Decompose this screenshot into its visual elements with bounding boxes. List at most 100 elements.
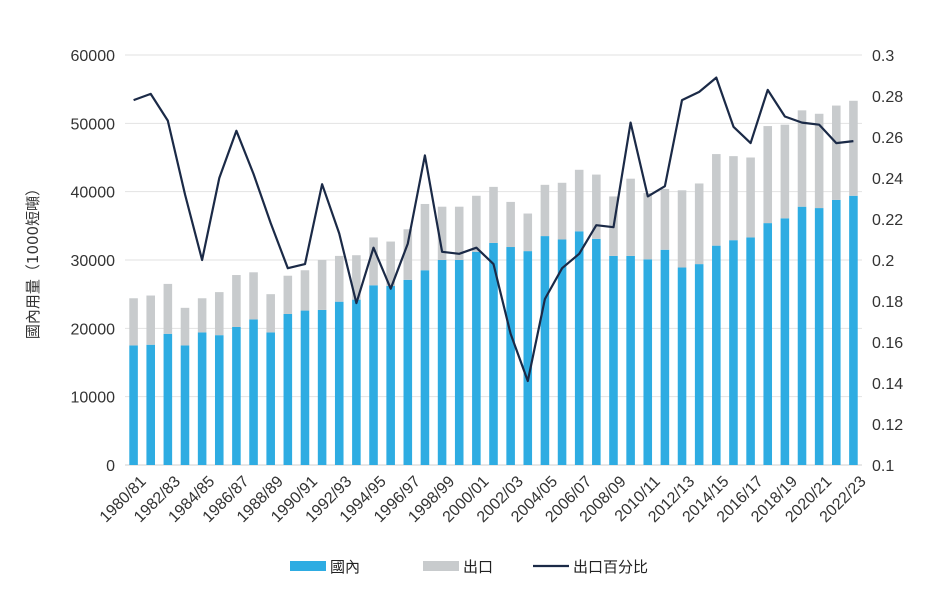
bar-export: [557, 182, 567, 240]
bar-export: [369, 237, 378, 286]
bar-export: [317, 260, 327, 310]
bar-domestic: [832, 199, 841, 465]
bar-export: [814, 113, 824, 209]
y-tick-label: 0: [106, 458, 115, 475]
y-tick-label: 50000: [71, 116, 116, 133]
legend-label: 國內: [330, 558, 360, 576]
bar-domestic: [249, 319, 258, 465]
bar-export: [249, 272, 258, 320]
bar-domestic: [677, 267, 687, 465]
bar-export: [266, 294, 275, 333]
y2-tick-label: 0.24: [872, 171, 903, 188]
bar-export: [334, 255, 344, 302]
y2-tick-label: 0.18: [872, 294, 903, 311]
bar-domestic: [283, 313, 293, 465]
bar-export: [489, 186, 498, 243]
x-axis-ticks: 1980/811982/831984/851986/871988/891990/…: [97, 473, 870, 526]
bar-domestic: [574, 231, 584, 465]
bar-domestic: [763, 223, 773, 465]
bar-export: [420, 203, 430, 271]
bar-export: [437, 206, 447, 260]
bar-export: [300, 270, 310, 311]
bar-domestic: [506, 247, 515, 465]
y2-tick-label: 0.3: [872, 48, 894, 65]
y2-tick-label: 0.12: [872, 417, 903, 434]
right-axis-ticks: 0.1 0.12 0.14 0.16 0.18 0.2 0.22 0.24 0.26 0.28 0.…: [872, 48, 903, 475]
y-tick-label: 10000: [71, 390, 116, 407]
bar-domestic: [163, 333, 173, 465]
bar-domestic: [660, 249, 670, 465]
bar-export: [626, 178, 635, 256]
bar-domestic: [317, 309, 327, 465]
bar-export: [403, 229, 413, 280]
bar-domestic: [437, 260, 447, 465]
y2-tick-label: 0.16: [872, 335, 903, 352]
bar-domestic: [626, 255, 635, 465]
bar-export: [592, 174, 601, 239]
y-axis-label: 國內用量（1000短噸）: [24, 181, 42, 339]
bar-export: [180, 307, 190, 346]
y-tick-label: 20000: [71, 321, 116, 338]
bar-domestic: [403, 279, 413, 465]
bar-export: [163, 283, 173, 334]
bar-domestic: [694, 264, 704, 465]
bar-export: [694, 183, 704, 265]
legend-label: 出口: [463, 558, 493, 576]
bar-export: [729, 156, 738, 241]
bar-export: [574, 169, 584, 232]
bar-export: [232, 275, 241, 327]
bar-domestic: [129, 345, 138, 465]
bar-export: [832, 105, 841, 200]
y-tick-label: 60000: [71, 48, 116, 65]
bar-export: [352, 255, 361, 300]
bar-export: [797, 110, 807, 207]
y-tick-label: 40000: [71, 185, 116, 202]
bar-export: [540, 184, 550, 237]
bar-domestic: [540, 236, 550, 465]
y2-tick-label: 0.1: [872, 458, 894, 475]
bar-export: [214, 292, 224, 336]
bar-export: [660, 188, 670, 250]
bar-domestic: [523, 251, 533, 465]
bar-domestic: [557, 239, 567, 465]
bar-domestic: [300, 310, 310, 465]
line-export-pct: [133, 76, 854, 383]
bar-domestic: [214, 335, 224, 465]
bar-export: [283, 275, 293, 314]
legend-swatch: [423, 561, 459, 571]
bar-export: [506, 201, 515, 248]
y2-tick-label: 0.28: [872, 89, 903, 106]
bar-export: [712, 154, 721, 246]
bar-domestic: [369, 285, 378, 465]
bar-domestic: [712, 245, 721, 465]
bar-export: [454, 206, 464, 260]
bar-domestic: [746, 237, 755, 465]
y2-tick-label: 0.14: [872, 376, 903, 393]
bar-export: [197, 298, 207, 333]
bar-domestic: [454, 260, 464, 465]
y-tick-label: 30000: [71, 253, 116, 270]
bar-domestic: [266, 332, 275, 465]
y2-tick-label: 0.22: [872, 212, 903, 229]
bar-export: [677, 190, 687, 268]
bar-domestic: [352, 299, 361, 465]
bar-domestic: [592, 238, 601, 465]
legend-label: 出口百分比: [573, 558, 648, 576]
bar-domestic: [849, 195, 858, 465]
bar-domestic: [334, 301, 344, 465]
bar-domestic: [146, 344, 155, 465]
bar-export: [849, 100, 858, 196]
y2-tick-label: 0.2: [872, 253, 894, 270]
bar-domestic: [729, 240, 738, 465]
legend-swatch: [290, 561, 326, 571]
y2-tick-label: 0.26: [872, 130, 903, 147]
bar-export: [763, 126, 773, 224]
left-axis-ticks: 0 10000 20000 30000 40000 50000 60000: [71, 48, 116, 475]
bar-domestic: [420, 270, 430, 465]
bar-domestic: [643, 259, 653, 465]
bar-export: [146, 295, 155, 345]
bar-domestic: [780, 218, 790, 465]
bar-domestic: [489, 242, 498, 465]
bar-domestic: [472, 251, 481, 465]
